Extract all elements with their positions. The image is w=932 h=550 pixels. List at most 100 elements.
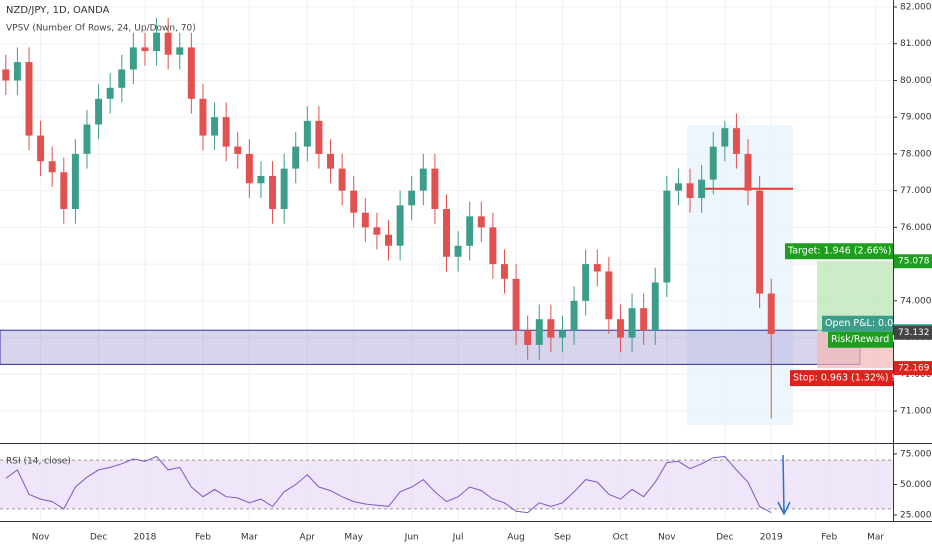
labels: 71.00072.00073.00074.00075.00076.00077.0… (32, 2, 932, 543)
candle-body (292, 146, 300, 169)
candle-body (466, 216, 474, 246)
y-tick-label: 78.000 (900, 149, 932, 159)
y-tick-label: 71.000 (900, 407, 932, 417)
x-tick-label: Nov (658, 533, 676, 543)
candle-body (373, 227, 381, 235)
candle-body (280, 168, 288, 210)
rsi-panel (0, 453, 897, 516)
candle-body (153, 32, 161, 52)
target-label: Target: 1.946 (2.66%) 194.6 (787, 246, 922, 257)
candle-body (141, 47, 149, 52)
candle-body (303, 120, 311, 147)
candle-body (547, 319, 555, 338)
x-tick-label: 2018 (134, 533, 157, 543)
candle-body (211, 117, 219, 136)
candle-body (187, 47, 195, 99)
candle-body (13, 62, 21, 81)
candle-body (315, 120, 323, 154)
x-tick-label: Sep (554, 533, 571, 543)
candle-body (396, 205, 404, 246)
candle-body (767, 293, 775, 334)
candle-body (489, 227, 497, 265)
stop-label: Stop: 0.963 (1.32%) 96.3 (793, 373, 913, 384)
x-tick-label: Nov (32, 533, 50, 543)
price-tag: 72.169 (898, 364, 930, 374)
candle-body (721, 128, 729, 147)
y-tick-label: 82.000 (900, 2, 932, 12)
x-tick-label: Mar (867, 533, 884, 543)
y-tick-label: 77.000 (900, 186, 932, 196)
candle-body (338, 168, 346, 191)
candle-body (257, 175, 265, 184)
arrow (777, 454, 791, 516)
rsi-line (5, 455, 772, 514)
x-tick-label: Dec (90, 533, 107, 543)
candle-body (245, 153, 253, 184)
candle-body (361, 212, 369, 228)
candles (2, 17, 775, 419)
candle-body (709, 146, 717, 180)
candle-body (524, 330, 532, 345)
x-tick-label: Feb (821, 533, 837, 543)
candle-body (83, 124, 91, 154)
candle-body (663, 190, 671, 283)
candle-body (698, 179, 706, 198)
price-tag: 75.078 (898, 257, 930, 267)
y-tick-label: 81.000 (900, 39, 932, 49)
price-tag: 73.132 (898, 328, 930, 338)
x-tick-label: Mar (241, 533, 258, 543)
candle-body (431, 168, 439, 210)
candle-body (222, 117, 230, 147)
chart-title: NZD/JPY, 1D, OANDA (6, 5, 110, 16)
candle-body (558, 330, 566, 338)
x-tick-label: Jul (452, 533, 464, 543)
candle-body (443, 209, 450, 257)
x-tick-label: Jun (404, 533, 419, 543)
candle-body (756, 190, 764, 294)
candle-body (477, 216, 485, 228)
candle-body (2, 69, 10, 81)
pnl-label-box (822, 315, 893, 332)
pnl-label: Open P&L: 0.042, (825, 318, 908, 329)
rr-label-box (828, 331, 893, 348)
candle-body (385, 234, 392, 246)
candle-body (651, 282, 659, 331)
candle-body (744, 153, 752, 191)
candle-body (118, 69, 126, 88)
candle-body (71, 153, 79, 210)
price-tag-box (894, 254, 932, 269)
candle-body (199, 98, 207, 136)
candle-body (674, 183, 682, 191)
stop-label-box (790, 370, 893, 387)
candle-body (37, 135, 45, 162)
candle-body (419, 168, 427, 191)
candle-body (25, 62, 33, 136)
candle-body (628, 308, 636, 338)
candle-body (582, 264, 590, 301)
candle-body (60, 172, 68, 210)
candle-body (512, 278, 520, 331)
price-tag-box (894, 361, 932, 376)
price-tag-box (894, 325, 932, 340)
rsi-label: RSI (14, close) (6, 457, 71, 467)
candle-body (454, 245, 462, 257)
x-tick-label: Feb (195, 533, 211, 543)
rr-label: Risk/Reward Rati (831, 334, 911, 345)
candle-body (129, 47, 137, 70)
candle-body (48, 161, 56, 173)
y-tick-label: 79.000 (900, 113, 932, 123)
x-tick-label: 2019 (760, 533, 783, 543)
x-tick-label: Aug (507, 533, 525, 543)
overlays (0, 187, 893, 369)
rsi-tick-label: 25.0000 (900, 511, 932, 521)
x-tick-label: Apr (300, 533, 316, 543)
candle-body (234, 146, 242, 154)
volume-profile-area (687, 125, 793, 425)
indicator-label: VPSV (Number Of Rows, 24, Up/Down, 70) (6, 24, 196, 34)
rsi-tick-label: 75.0000 (900, 450, 932, 460)
candle-body (605, 271, 613, 320)
candle-body (106, 87, 114, 99)
candle-body (640, 308, 648, 331)
